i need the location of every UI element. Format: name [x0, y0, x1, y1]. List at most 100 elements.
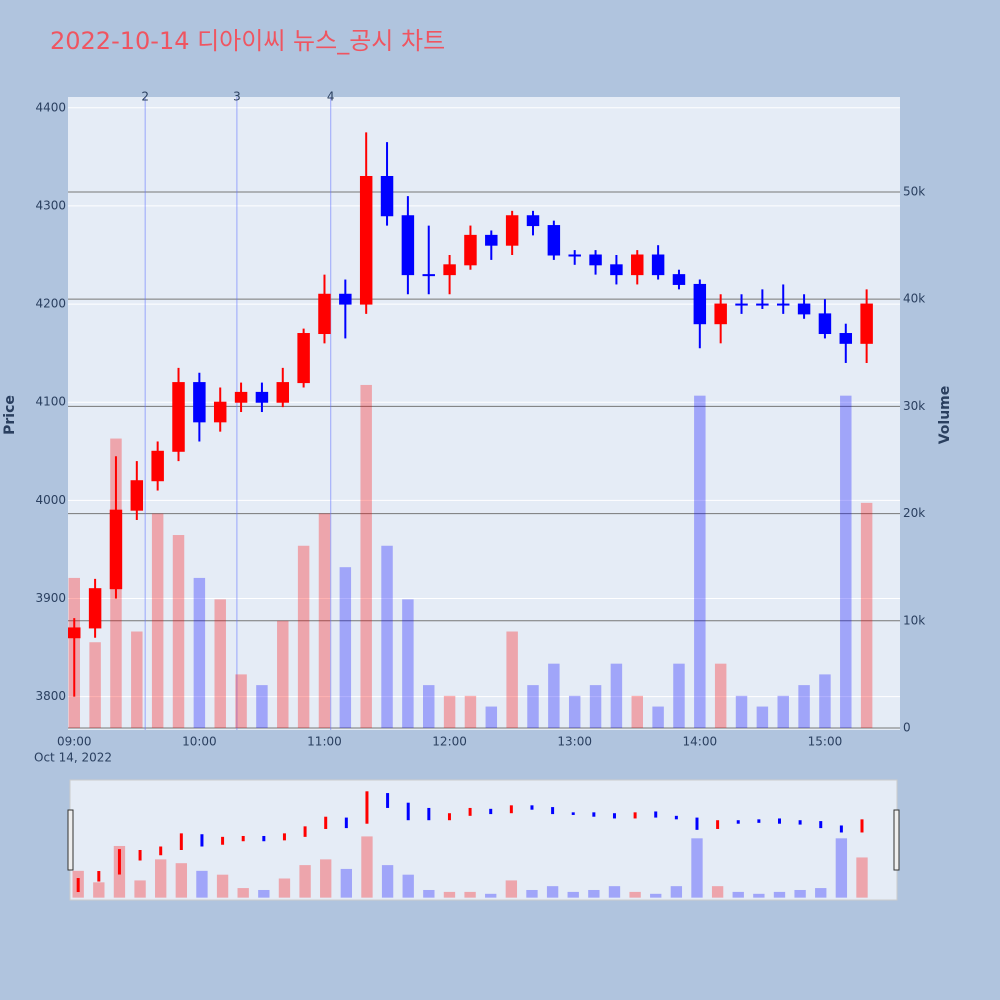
candle-body [568, 254, 581, 257]
candle-body [610, 264, 623, 276]
range-slider[interactable] [69, 779, 898, 901]
slider-volume-bar [278, 878, 291, 898]
volume-bar [485, 706, 498, 728]
candle-body [234, 391, 248, 403]
volume-bar [235, 674, 247, 728]
volume-bar [568, 695, 581, 728]
slider-volume-bar [567, 891, 579, 898]
slider-volume-bar [629, 891, 641, 898]
chart-title: 2022-10-14 디아이씨 뉴스_공시 차트 [50, 27, 445, 55]
volume-bar [631, 695, 643, 728]
y2-tick-label: 40k [903, 292, 925, 306]
candle-body [485, 234, 498, 246]
candle-body [860, 303, 873, 344]
volume-bar [589, 685, 602, 728]
volume-bar [277, 620, 289, 728]
volume-bar [652, 706, 664, 728]
volume-bar [756, 706, 769, 728]
y-axis-title: Price [2, 395, 18, 435]
volume-bar [610, 663, 623, 728]
slider-volume-bar [608, 886, 621, 898]
candle-body [505, 215, 519, 246]
volume-bar [360, 384, 372, 728]
slider-volume-bar [237, 888, 249, 898]
candle-body [651, 254, 665, 276]
candle-body [818, 313, 832, 335]
slider-volume-bar [216, 874, 229, 898]
x-date-label: Oct 14, 2022 [34, 751, 112, 765]
volume-bar [339, 567, 352, 728]
volume-bar [527, 685, 539, 728]
candle-body [672, 274, 686, 285]
news-label: 2 [141, 90, 149, 104]
slider-volume-bar [340, 868, 353, 898]
y-tick-label: 4000 [35, 493, 66, 507]
candle-body [401, 215, 415, 276]
candle-body [109, 509, 123, 590]
x-tick-label: 11:00 [307, 735, 342, 749]
slider-volume-bar [258, 889, 270, 898]
volume-bar [89, 642, 101, 728]
slider-volume-bar [650, 893, 662, 898]
candle-body [797, 303, 811, 315]
slider-volume-bar [732, 891, 744, 898]
volume-bar [673, 663, 685, 728]
slider-volume-bar [794, 889, 806, 898]
slider-volume-bar [402, 874, 414, 898]
candle-body [276, 382, 290, 403]
candle-body [318, 293, 331, 335]
candle-body [339, 293, 352, 305]
y2-tick-label: 50k [903, 184, 925, 198]
candle-body [693, 283, 707, 325]
slider-volume-bar [753, 893, 765, 898]
slider-handle[interactable] [67, 809, 74, 871]
volume-bar [798, 685, 810, 728]
volume-bar [443, 695, 456, 728]
slider-volume-bar [155, 859, 167, 898]
slider-volume-bar [361, 836, 373, 898]
slider-volume-bar [815, 888, 827, 898]
volume-bar [214, 599, 226, 728]
candle-body [297, 333, 310, 384]
volume-bar [735, 695, 748, 728]
volume-bar [402, 599, 414, 728]
slider-volume-bar [526, 889, 538, 898]
candle-body [172, 382, 185, 452]
volume-bar [172, 535, 185, 728]
slider-handle[interactable] [893, 809, 900, 871]
candle-body [839, 333, 853, 344]
candle-body [756, 303, 769, 306]
slider-volume-bar [835, 838, 848, 898]
volume-bar [297, 545, 310, 728]
candle-body [589, 254, 602, 266]
slider-volume-bar [381, 865, 394, 898]
candle-body [735, 303, 748, 306]
candle-body [464, 234, 477, 266]
volume-bar [193, 577, 206, 728]
candle-body [380, 175, 394, 217]
slider-volume-bar [299, 865, 311, 898]
y-tick-label: 4200 [35, 297, 66, 311]
candle-body [359, 175, 373, 305]
volume-bar [840, 395, 852, 728]
candle-body [422, 274, 435, 277]
volume-bar [131, 631, 143, 728]
volume-bar [548, 663, 560, 728]
slider-volume-bar [711, 886, 724, 898]
volume-bar [423, 685, 435, 728]
y-tick-label: 4100 [35, 395, 66, 409]
volume-bar [506, 631, 518, 728]
volume-bar [860, 502, 873, 728]
x-tick-label: 15:00 [808, 735, 843, 749]
y-tick-label: 3800 [35, 689, 66, 703]
candle-body [547, 225, 561, 256]
y2-tick-label: 30k [903, 399, 925, 413]
candle-body [443, 264, 456, 276]
candle-body [526, 215, 540, 227]
volume-bar [714, 663, 727, 728]
slider-volume-bar [464, 891, 476, 898]
candle-body [193, 382, 206, 423]
x-tick-label: 10:00 [182, 735, 217, 749]
volume-bar [151, 513, 164, 728]
